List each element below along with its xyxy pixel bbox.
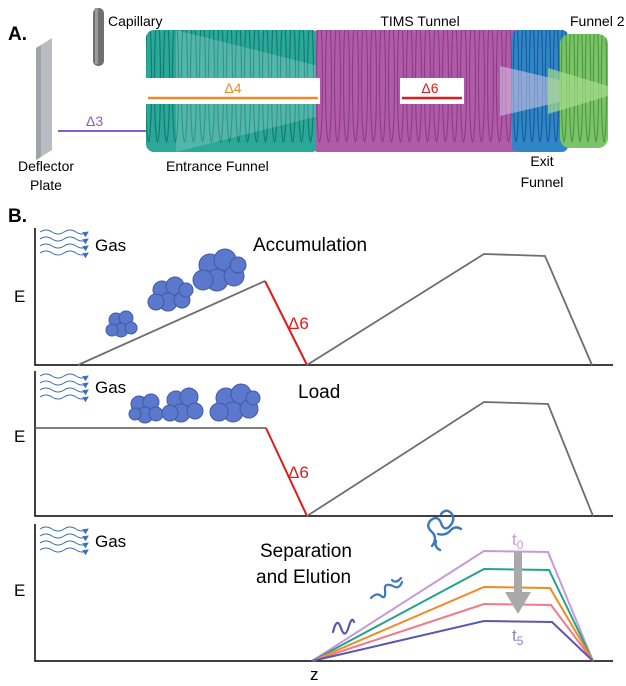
panel-a-label: A. [8,24,27,45]
t0-letter: t [512,530,517,549]
delta3-label: Δ3 [86,113,103,129]
accumulation-tunnel-profile [306,253,593,366]
time-arrow [505,552,531,614]
gas-icon-1 [39,229,89,259]
peptide-coil-medium [369,576,404,600]
energy-axis-label-3: E [14,581,25,600]
accumulation-ramp-profile [77,280,266,366]
exit-funnel-label-line2: Funnel [521,174,564,190]
elution-profile-t5 [311,619,594,662]
energy-axis-label-2: E [14,427,25,446]
load-delta6-drop [265,427,308,517]
ion-cluster-medium [147,276,194,312]
deflector-plate [36,38,52,160]
exit-funnel-label-line1: Exit [530,153,553,169]
panel-b-label: B. [8,206,27,227]
load-delta6-label: Δ6 [288,463,309,482]
t0-subscript: 0 [517,538,524,552]
accumulation-axes [34,228,613,366]
accumulation-panel: E Gas Accumulation Δ6 [14,228,613,366]
load-panel: E Gas Load Δ6 [14,371,613,517]
peptide-coil-small [331,618,356,635]
accumulation-delta6-label: Δ6 [288,314,309,333]
ion-cluster-large [192,248,247,292]
capillary-label: Capillary [108,13,162,29]
separation-title-line1: Separation [260,541,352,562]
load-title: Load [298,382,340,403]
elution-panel: E z Gas Separation and Elution t0 t5 [14,509,613,684]
gas-label-1: Gas [95,236,126,255]
peptide-coil-large [427,509,463,552]
gas-icon-3 [39,526,89,556]
elution-axes [34,524,613,662]
delta4-region [146,78,320,104]
ion-cluster-load-large [209,383,261,423]
gas-label-3: Gas [95,532,126,551]
entrance-funnel-label: Entrance Funnel [166,158,269,174]
t5-letter: t [512,626,517,645]
delta4-label: Δ4 [224,80,241,96]
delta6-region [400,78,464,104]
separation-title-line2: and Elution [256,567,351,588]
elution-profile-t2 [311,585,594,662]
position-axis-label: z [310,665,319,681]
accumulation-title: Accumulation [253,235,367,256]
accumulation-delta6-drop [264,280,308,366]
capillary-tube [93,8,104,66]
elution-profile-t0 [311,549,594,662]
deflector-plate-label-line2: Plate [30,177,62,193]
t0-label: t0 [512,530,524,552]
gas-label-2: Gas [95,378,126,397]
t5-subscript: 5 [517,634,524,648]
deflector-plate-label-line1: Deflector [18,158,74,174]
elution-profile-t3 [311,602,594,662]
funnel2-label: Funnel 2 [570,13,625,29]
delta6-label-a: Δ6 [421,80,438,96]
ion-cluster-load-medium [161,387,204,423]
load-tunnel-profile [306,401,594,517]
load-axes [34,371,613,517]
funnel-2 [548,34,608,148]
tims-tunnel-label: TIMS Tunnel [380,13,459,29]
t5-label: t5 [512,626,524,648]
energy-axis-label-1: E [14,287,25,306]
gas-icon-2 [39,373,89,403]
ion-cluster-small [105,310,138,338]
ion-cluster-load-small [128,393,164,424]
